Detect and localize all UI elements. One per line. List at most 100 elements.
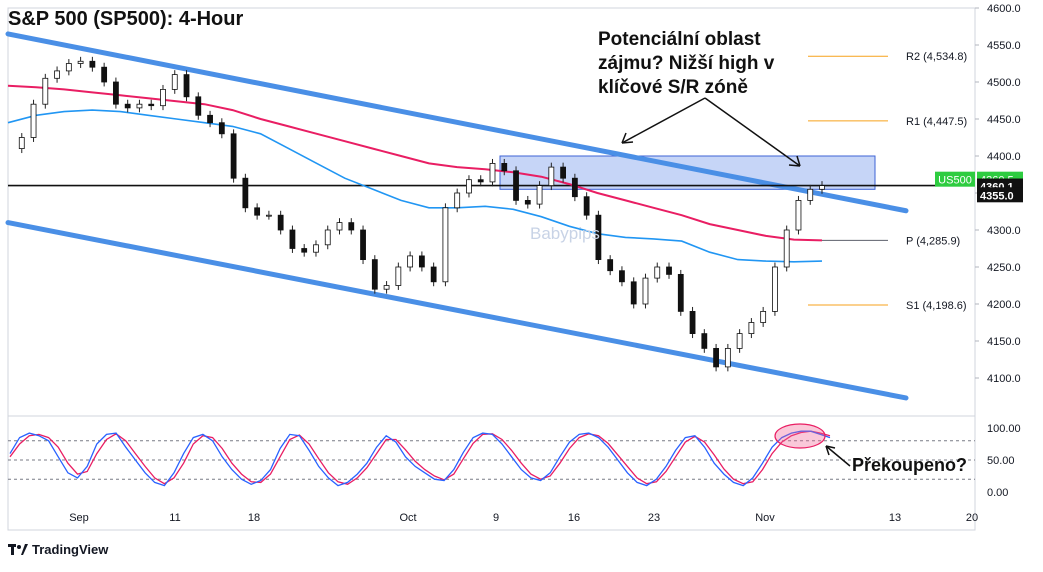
line-tag: 4355.0 xyxy=(980,190,1014,202)
x-tick-label: 23 xyxy=(648,512,660,524)
candle-body xyxy=(442,207,449,283)
osc-y-tick-label: 50.00 xyxy=(987,455,1015,467)
candle-body xyxy=(466,179,472,194)
candle-body xyxy=(30,103,37,138)
y-tick-label: 4400.0 xyxy=(987,151,1021,163)
candle-body xyxy=(666,266,672,275)
candle-body xyxy=(642,277,649,305)
candle-body xyxy=(560,166,567,179)
candle-body xyxy=(807,188,814,201)
candle-body xyxy=(819,185,825,190)
line-tag-box xyxy=(977,187,1023,203)
candle-body xyxy=(289,229,296,249)
candle-body xyxy=(607,259,614,272)
annotation-arrow-left xyxy=(621,97,706,144)
candle-body xyxy=(18,137,25,149)
candle-body xyxy=(772,266,778,312)
candle-body xyxy=(583,196,590,216)
ma-slow-line xyxy=(7,84,823,242)
arrowhead-right xyxy=(788,155,801,167)
symbol-tag-label: US500 xyxy=(938,175,972,187)
y-tick-label: 4200.0 xyxy=(987,299,1021,311)
candle-body xyxy=(418,255,425,268)
arrowhead-overbought xyxy=(825,445,836,456)
candle-body xyxy=(183,74,190,98)
candle-body xyxy=(571,177,578,198)
candle-body xyxy=(265,214,272,217)
chart-title: S&P 500 (SP500): 4-Hour xyxy=(8,8,244,30)
annotation-overbought: Překoupeno? xyxy=(852,455,968,475)
candle-body xyxy=(230,133,237,179)
candle-body xyxy=(195,96,202,116)
candle-body xyxy=(548,166,555,187)
candle-body xyxy=(348,222,355,231)
osc-y-tick-label: 0.00 xyxy=(987,487,1008,499)
candle-body xyxy=(336,222,343,231)
candle-body xyxy=(713,347,719,368)
candle-body xyxy=(595,214,602,260)
candle-body xyxy=(454,192,461,209)
pivot-label: S1 (4,198.6) xyxy=(906,300,967,312)
candle-body xyxy=(736,333,743,349)
candle-body xyxy=(795,199,802,231)
y-tick-label: 4150.0 xyxy=(987,336,1021,348)
footer: TradingView xyxy=(8,542,108,557)
annotation-arrow-right xyxy=(704,97,801,167)
candle-body xyxy=(313,244,319,253)
x-tick-label: 18 xyxy=(248,512,260,524)
symbol-tag-box xyxy=(935,171,975,187)
candle-body xyxy=(65,63,72,72)
candle-body xyxy=(513,170,519,201)
candle-body xyxy=(630,281,637,305)
pivot-label: P (4,285.9) xyxy=(906,235,960,247)
x-tick-label: 11 xyxy=(169,512,180,524)
stoch-d-line xyxy=(9,430,831,486)
candle-body xyxy=(383,285,390,290)
candle-body xyxy=(218,122,225,135)
pivot-label: R1 (4,447.5) xyxy=(906,116,967,128)
y-tick-label: 4500.0 xyxy=(987,77,1021,89)
annotation-line: Potenciální oblast xyxy=(598,29,761,50)
candle-body xyxy=(148,103,155,107)
x-tick-label: 20 xyxy=(966,512,978,524)
x-tick-label: 13 xyxy=(889,512,901,524)
x-tick-label: Sep xyxy=(69,512,89,524)
watermark: Babypips xyxy=(530,224,600,243)
candle-body xyxy=(724,347,731,368)
candle-body xyxy=(113,81,119,105)
candle-body xyxy=(677,273,684,312)
candle-body xyxy=(254,207,261,216)
pivot-label: R2 (4,534.8) xyxy=(906,51,967,63)
candle-body xyxy=(54,70,60,79)
candle-body xyxy=(371,259,378,290)
overbought-highlight xyxy=(774,423,826,449)
osc-y-tick-label: 100.00 xyxy=(987,423,1021,435)
y-tick-label: 4450.0 xyxy=(987,114,1021,126)
x-tick-label: Nov xyxy=(755,512,775,524)
candle-body xyxy=(77,60,84,64)
candle-body xyxy=(160,89,166,107)
candle-body xyxy=(489,162,496,183)
candle-body xyxy=(748,322,755,335)
candle-body xyxy=(689,310,696,334)
overbought-arrow xyxy=(825,445,851,467)
candle-body xyxy=(207,114,213,124)
candle-body xyxy=(701,333,708,349)
candle-body xyxy=(124,103,131,109)
candle-body xyxy=(89,60,96,68)
candle-body xyxy=(360,229,366,261)
candle-body xyxy=(301,248,308,253)
y-tick-label: 4300.0 xyxy=(987,225,1021,237)
candle-body xyxy=(501,162,508,172)
x-tick-label: 16 xyxy=(568,512,580,524)
candle-body xyxy=(783,229,790,268)
candle-body xyxy=(171,74,178,90)
candle-body xyxy=(760,310,767,323)
y-tick-label: 4550.0 xyxy=(987,40,1021,52)
candle-body xyxy=(524,199,531,205)
candle-body xyxy=(619,270,625,283)
tradingview-logo-icon xyxy=(8,543,28,555)
y-tick-label: 4250.0 xyxy=(987,262,1021,274)
annotation-main: Potenciální oblast zájmu? Nižší high v k… xyxy=(598,28,858,100)
annotation-line: zájmu? Nižší high v xyxy=(598,53,775,74)
